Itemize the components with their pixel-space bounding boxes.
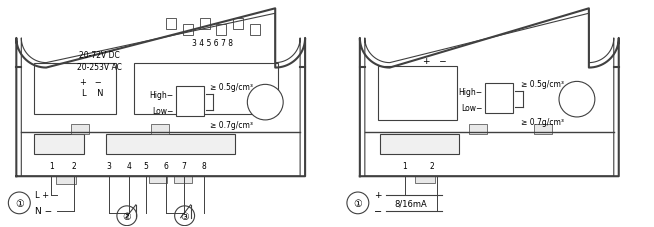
Bar	[415, 176, 434, 183]
Text: High−: High−	[458, 87, 483, 96]
Bar	[34, 134, 84, 154]
Text: 20-72V DC: 20-72V DC	[78, 51, 119, 59]
Bar	[233, 19, 243, 30]
Text: 6: 6	[164, 162, 168, 171]
Text: 8: 8	[201, 162, 206, 171]
Text: ②: ②	[122, 211, 131, 221]
Bar	[174, 176, 192, 183]
Text: ≥ 0.5g/cm³: ≥ 0.5g/cm³	[521, 80, 564, 89]
Text: 2: 2	[72, 162, 77, 171]
Text: +: +	[374, 191, 381, 200]
Text: 3 4 5 6 7 8: 3 4 5 6 7 8	[192, 39, 233, 48]
Text: Low−: Low−	[461, 103, 483, 112]
Bar	[378, 66, 457, 120]
Text: ①: ①	[15, 198, 24, 208]
Bar	[485, 84, 513, 114]
Circle shape	[9, 192, 30, 214]
Text: 1: 1	[49, 162, 54, 171]
Circle shape	[347, 192, 369, 214]
Bar	[534, 124, 552, 134]
Bar	[71, 124, 89, 134]
Bar	[34, 63, 116, 114]
Text: ≥ 0.7g/cm³: ≥ 0.7g/cm³	[211, 120, 254, 129]
Bar	[148, 176, 167, 183]
Text: L +: L +	[35, 191, 49, 200]
Circle shape	[117, 206, 137, 226]
Text: L    N: L N	[82, 89, 104, 98]
Bar	[216, 25, 226, 36]
Text: High−: High−	[150, 90, 174, 99]
Text: 1: 1	[402, 162, 407, 171]
Bar	[182, 25, 192, 36]
Text: 8/16mA: 8/16mA	[394, 199, 427, 207]
Bar	[250, 25, 260, 36]
Bar	[151, 124, 169, 134]
Text: 7: 7	[181, 162, 186, 171]
Text: +   −: + −	[422, 57, 446, 65]
Bar	[165, 19, 176, 30]
Bar	[106, 134, 235, 154]
Circle shape	[559, 82, 595, 117]
Bar	[176, 87, 203, 116]
Text: 3: 3	[107, 162, 111, 171]
Text: −: −	[374, 206, 382, 216]
Text: Low−: Low−	[152, 106, 174, 115]
Text: 20-253V AC: 20-253V AC	[77, 62, 122, 71]
Bar	[134, 63, 278, 114]
Text: +   −: + −	[80, 78, 102, 87]
Bar	[56, 176, 76, 184]
Bar	[470, 124, 487, 134]
Text: 2: 2	[429, 162, 434, 171]
Text: 5: 5	[143, 162, 148, 171]
Circle shape	[175, 206, 194, 226]
Bar	[380, 134, 460, 154]
Text: ≥ 0.5g/cm³: ≥ 0.5g/cm³	[211, 83, 254, 92]
Text: 4: 4	[126, 162, 131, 171]
Text: ≥ 0.7g/cm³: ≥ 0.7g/cm³	[521, 117, 564, 126]
Text: ①: ①	[354, 198, 362, 208]
Circle shape	[247, 85, 283, 120]
Text: ③: ③	[181, 211, 189, 221]
Bar	[199, 19, 209, 30]
Text: N −: N −	[35, 206, 52, 215]
